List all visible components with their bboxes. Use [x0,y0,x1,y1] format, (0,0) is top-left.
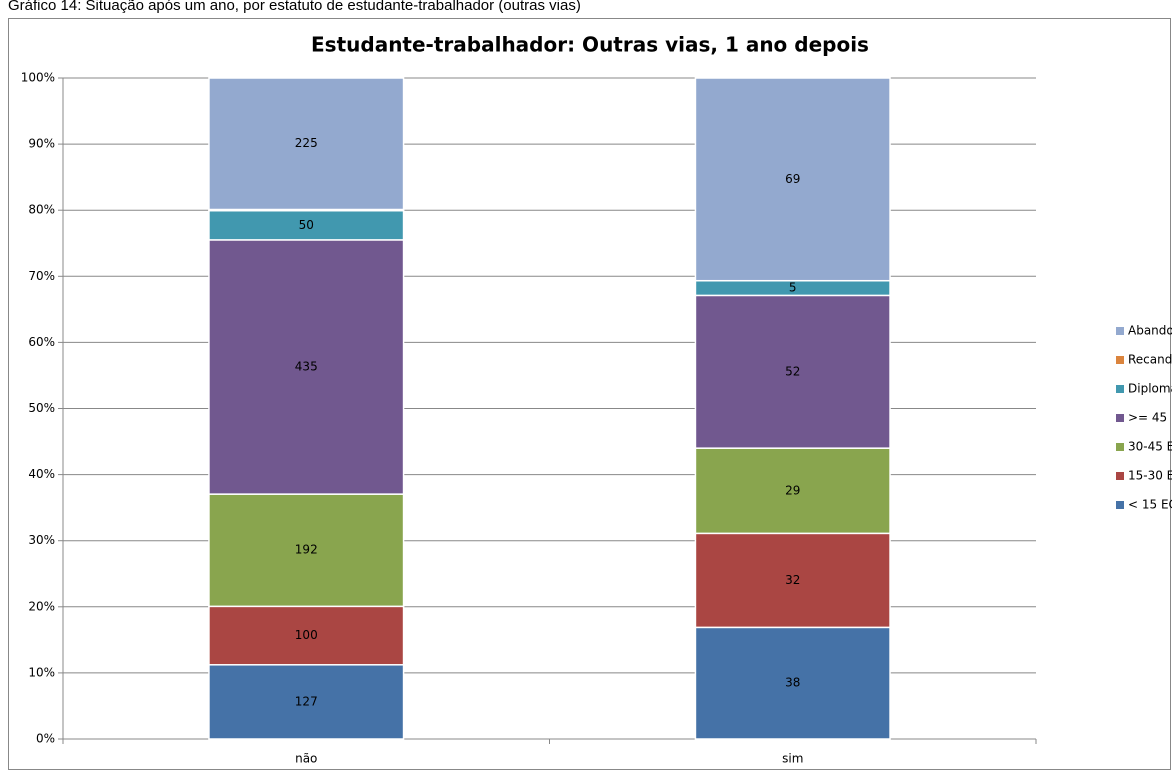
legend-label: >= 45 ECTS [1128,411,1172,425]
y-tick-label: 90% [28,137,55,151]
data-label: 32 [785,573,800,587]
data-label: 435 [295,360,318,374]
chart-border [8,18,1171,770]
data-label: 50 [299,218,314,232]
legend-label: 15-30 ECTS [1128,469,1172,483]
legend-swatch [1116,414,1124,422]
legend-label: Abandono [1128,324,1172,338]
bar-segment [694,447,891,535]
y-tick-label: 50% [28,401,55,415]
data-label: 225 [295,136,318,150]
y-tick-label: 0% [36,732,55,746]
legend-swatch [1116,472,1124,480]
bar-segment [694,626,891,740]
y-tick-label: 20% [28,599,55,613]
y-tick-label: 100% [21,71,55,85]
data-label: 52 [785,364,800,378]
x-tick-label: não [295,752,317,766]
legend-swatch [1116,443,1124,451]
data-label: 38 [785,676,800,690]
data-label: 192 [295,543,318,557]
bar-segment [208,77,405,211]
bar-segment [208,664,405,740]
legend-label: 30-45 ECTS [1128,440,1172,454]
bar-segment [694,532,891,629]
chart-title: Estudante-trabalhador: Outras vias, 1 an… [311,33,869,57]
y-tick-label: 80% [28,203,55,217]
legend-label: Recandidatura [1128,353,1172,367]
legend-label: Diplomados [1128,382,1172,396]
legend-swatch [1116,356,1124,364]
data-label: 29 [785,483,800,497]
y-tick-label: 70% [28,269,55,283]
y-tick-label: 10% [28,665,55,679]
legend-swatch [1116,385,1124,393]
bar-segment [208,605,405,666]
y-tick-label: 30% [28,533,55,547]
legend-swatch [1116,501,1124,509]
bar-segment [208,493,405,608]
bar-segment [208,239,405,495]
data-label: 5 [789,281,797,295]
bar-segment [694,294,891,449]
bar-segment [694,77,891,282]
legend-swatch [1116,327,1124,335]
data-label: 69 [785,172,800,186]
caption: Gráfico 14: Situação após um ano, por es… [8,0,581,14]
legend-label: < 15 ECTS [1128,498,1172,512]
x-tick-label: sim [782,752,803,766]
data-label: 127 [295,694,318,708]
y-tick-label: 40% [28,467,55,481]
bar-segment [208,209,405,241]
data-label: 100 [295,628,318,642]
y-tick-label: 60% [28,335,55,349]
